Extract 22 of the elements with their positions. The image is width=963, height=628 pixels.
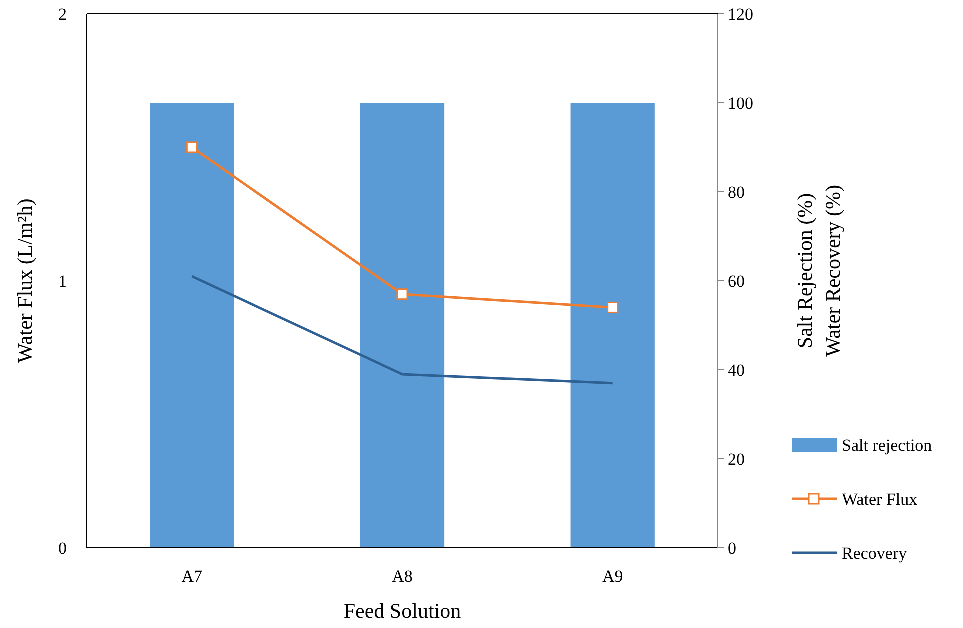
point [607, 302, 619, 314]
y-axis-title: Water Flux (L/m²h) [13, 198, 37, 364]
x-tick-label: A7 [182, 567, 204, 586]
y2-tick-label: 20 [728, 450, 745, 469]
y2-tick-label: 60 [728, 272, 745, 291]
y2-tick-label: 80 [728, 183, 745, 202]
point [396, 288, 408, 300]
y2-tick-label: 40 [728, 361, 745, 380]
legend-label: Recovery [842, 544, 908, 563]
y2-tick-label: 100 [728, 94, 754, 113]
y2-tick-label: 120 [728, 5, 754, 24]
x-tick-label: A8 [392, 567, 413, 586]
y2-tick-label: 0 [728, 539, 736, 558]
y2-axis-title: Salt Rejection (%) Water Recovery (%) [793, 184, 845, 358]
point [186, 142, 198, 154]
x-tick-label: A9 [602, 567, 624, 586]
x-axis-title: Feed Solution [344, 599, 462, 623]
y-tick-label: 1 [58, 272, 67, 291]
legend-label: Water Flux [842, 490, 918, 509]
y-tick-label: 0 [58, 539, 67, 558]
y-tick-label: 2 [58, 5, 67, 24]
legend-label: Salt rejection [842, 436, 933, 455]
